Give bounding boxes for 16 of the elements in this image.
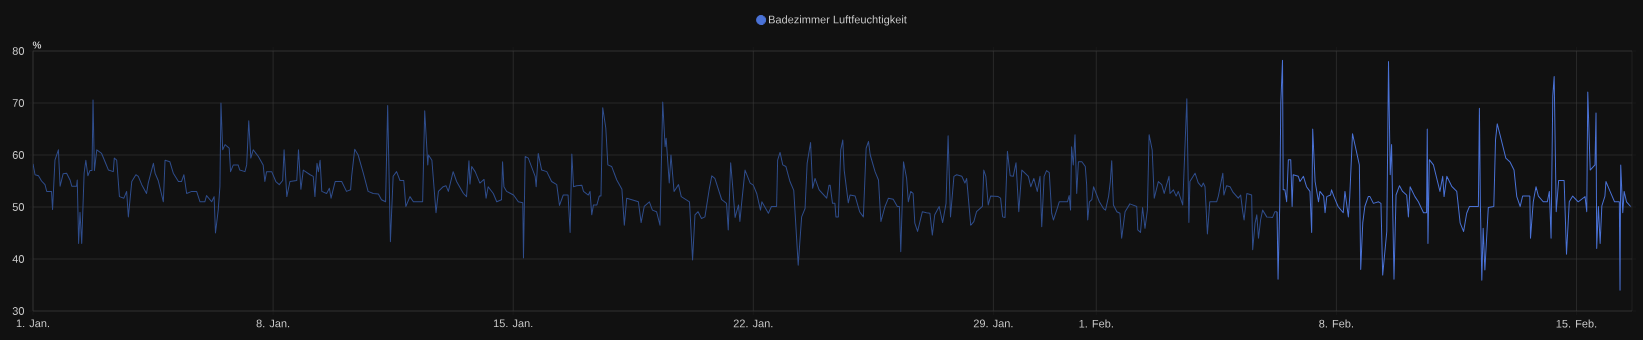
x-tick-label: 8. Feb. <box>1319 319 1353 328</box>
y-tick-label: 60 <box>12 151 25 159</box>
y-tick-label: 50 <box>12 203 25 211</box>
x-tick-label: 1. Jan. <box>16 319 50 328</box>
x-tick-label: 22. Jan. <box>733 319 773 328</box>
y-tick-label: 70 <box>12 99 25 107</box>
x-tick-label: 29. Jan. <box>973 319 1013 328</box>
x-tick-label: 15. Jan. <box>493 319 533 328</box>
y-tick-label: 30 <box>12 307 25 315</box>
y-axis-title: % <box>32 41 42 49</box>
legend-label: Badezimmer Luftfeuchtigkeit <box>769 15 907 26</box>
y-tick-label: 80 <box>12 47 25 55</box>
x-tick-label: 1. Feb. <box>1079 319 1113 328</box>
y-tick-label: 40 <box>12 255 25 263</box>
x-tick-label: 15. Feb. <box>1556 319 1597 328</box>
x-tick-label: 8. Jan. <box>256 319 290 328</box>
